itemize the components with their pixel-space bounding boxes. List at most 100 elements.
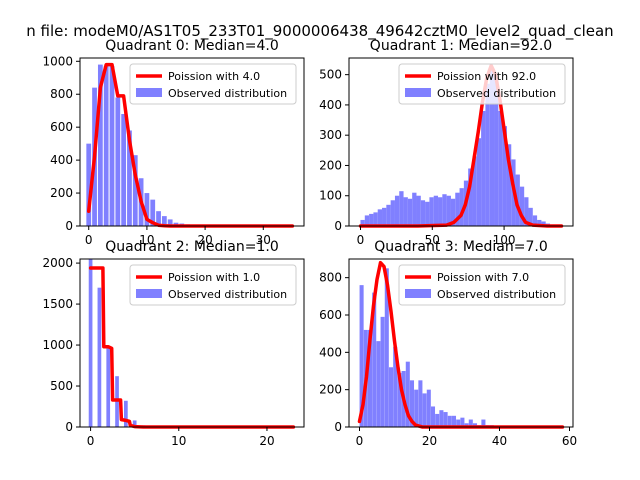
x-tick-label: 60 [562, 434, 577, 448]
y-tick-label: 600 [50, 120, 73, 134]
histogram-bar [451, 415, 457, 427]
histogram-bar [442, 194, 447, 226]
y-tick-label: 400 [319, 345, 342, 359]
histogram-bar [121, 114, 127, 226]
y-tick-label: 200 [319, 383, 342, 397]
histogram-bar [425, 201, 430, 226]
histogram-bar [455, 192, 460, 226]
x-tick-label: 0 [356, 434, 364, 448]
histogram-bar [498, 110, 503, 226]
histogram-bar [443, 412, 448, 427]
histogram-bar [494, 77, 499, 226]
histogram-bar [468, 419, 473, 427]
histogram-bar [472, 423, 478, 427]
legend-line-label: Poission with 92.0 [437, 70, 536, 83]
x-tick-label: 50 [425, 233, 440, 247]
legend-box [398, 264, 566, 306]
histogram-bar [414, 389, 419, 427]
histogram-bar [537, 219, 542, 226]
histogram-bar [532, 215, 538, 226]
x-tick-label: 20 [259, 434, 274, 448]
histogram-bar [127, 130, 132, 226]
x-tick-label: 20 [422, 434, 437, 448]
x-tick-label: 100 [493, 233, 516, 247]
histogram-bar [489, 68, 495, 226]
chart-title: Quadrant 2: Median=1.0 [105, 239, 279, 255]
chart-title: Quadrant 0: Median=4.0 [105, 38, 279, 54]
histogram-bar [420, 200, 426, 226]
histogram-bar [132, 155, 138, 226]
y-tick-label: 0 [65, 420, 73, 434]
legend-bar-swatch [405, 88, 431, 97]
legend: Poission with 7.0 Observed distribution [398, 264, 566, 306]
histogram-bar [109, 66, 115, 226]
legend: Poission with 92.0 Observed distribution [398, 63, 566, 105]
y-tick-label: 0 [65, 219, 73, 233]
histogram-bar [380, 316, 385, 427]
histogram-bar [502, 126, 507, 226]
histogram-bar [506, 144, 512, 226]
histogram-bar [393, 346, 398, 427]
histogram-bar [124, 400, 128, 427]
histogram-bar [360, 219, 365, 226]
y-tick-label: 400 [50, 153, 73, 167]
legend-bar-label: Observed distribution [168, 87, 287, 100]
y-tick-label: 500 [319, 68, 342, 82]
y-tick-label: 1000 [42, 338, 73, 352]
x-tick-label: 10 [171, 434, 186, 448]
legend-box [398, 63, 566, 105]
x-tick-label: 0 [85, 233, 93, 247]
histogram-bar [430, 406, 436, 427]
legend: Poission with 1.0 Observed distribution [129, 264, 297, 306]
histogram-bar [369, 213, 374, 226]
subplot-quadrant-2: Quadrant 2: Median=1.0 0 10 20 0 500 1000 1500 2… [42, 239, 305, 448]
histogram-bar [403, 197, 408, 226]
histogram-bar [161, 216, 167, 226]
subplot-quadrant-0: Quadrant 0: Median=4.0 0 10 20 30 0 200 400 600 8… [42, 38, 305, 247]
histogram-bar [456, 419, 461, 427]
histogram-bar [416, 195, 421, 226]
histogram-bar [115, 97, 121, 226]
histogram-bar [459, 188, 464, 226]
histogram-bar [103, 66, 109, 226]
histogram-bar [409, 380, 415, 427]
legend-bar-swatch [405, 289, 431, 298]
histogram-bar [377, 209, 383, 226]
histogram-bar [407, 198, 413, 226]
histogram-bar [447, 415, 452, 427]
histogram-bar [435, 413, 440, 427]
histogram-bar [367, 329, 373, 427]
y-tick-label: 500 [50, 379, 73, 393]
legend-line-label: Poission with 4.0 [168, 70, 260, 83]
histogram-bar [390, 200, 395, 226]
histogram-bar [481, 110, 486, 226]
legend-line-label: Poission with 7.0 [437, 271, 529, 284]
y-tick-label: 800 [50, 87, 73, 101]
histogram-bar [394, 195, 400, 226]
histogram-bar [426, 389, 431, 427]
histogram-bar [167, 219, 173, 226]
y-tick-label: 200 [50, 186, 73, 200]
histogram-bar [359, 285, 364, 427]
histogram-bar [446, 195, 451, 226]
histogram-bar [386, 204, 391, 226]
histogram-bar [422, 393, 427, 427]
legend-bar-swatch [136, 289, 162, 298]
histogram-bar [429, 197, 434, 226]
subplot-quadrant-1: Quadrant 1: Median=92.0 0 50 100 0 100 200 300 4… [319, 38, 574, 247]
histogram-bar [97, 287, 102, 427]
histogram-bar [88, 259, 93, 427]
figure-suptitle: n file: modeM0/AS1T05_233T01_9000006438_… [26, 22, 613, 41]
histogram-bar [485, 83, 490, 226]
histogram-bar [464, 423, 469, 427]
y-tick-label: 2000 [42, 256, 73, 270]
x-tick-label: 20 [197, 233, 212, 247]
histogram-bar [524, 197, 529, 226]
histogram-bar [364, 215, 370, 226]
x-tick-label: 40 [492, 434, 507, 448]
histogram-bar [388, 367, 394, 427]
chart-title: Quadrant 3: Median=7.0 [374, 239, 548, 255]
histogram-bar [481, 419, 486, 427]
histogram-bar [541, 221, 546, 226]
